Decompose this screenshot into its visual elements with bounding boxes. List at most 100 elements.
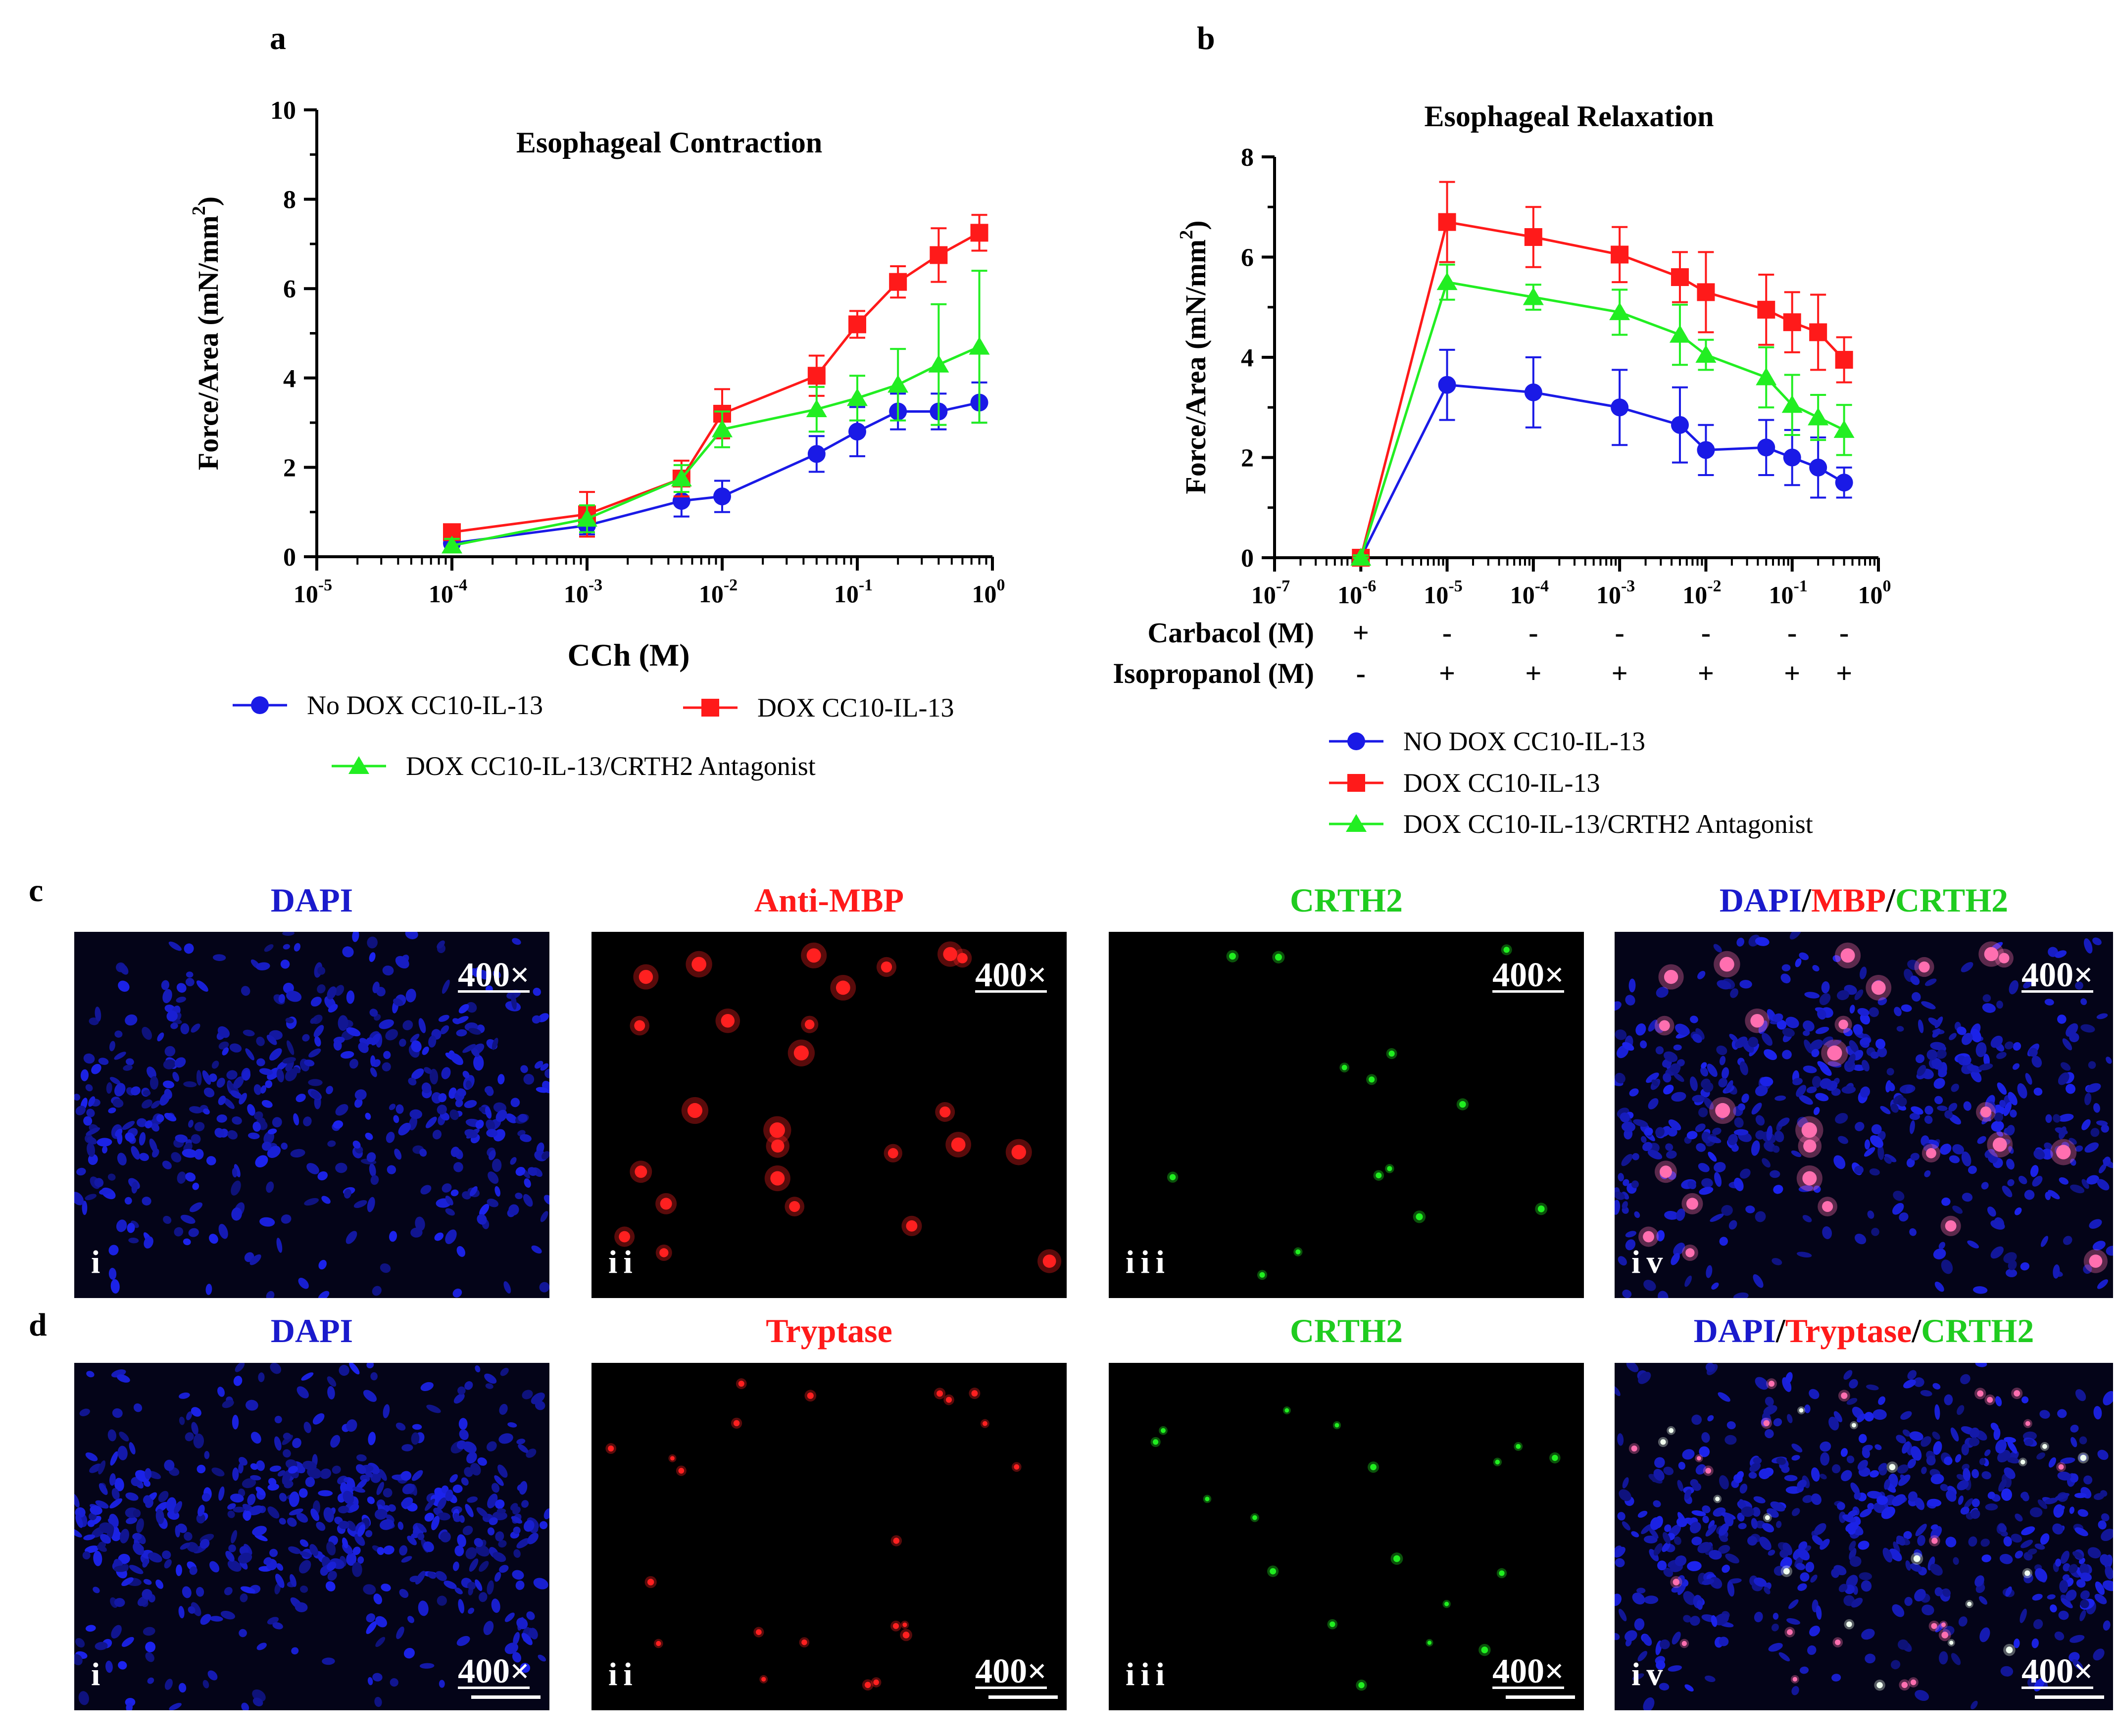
nucleus: [1765, 1397, 1774, 1406]
nucleus: [1718, 1392, 1730, 1402]
b-data-point: [1835, 474, 1853, 492]
nucleus: [234, 1164, 241, 1177]
nucleus: [247, 1104, 255, 1116]
nucleus: [2008, 1146, 2014, 1154]
nucleus: [1752, 1507, 1761, 1517]
nucleus: [1831, 1674, 1841, 1682]
nucleus: [368, 1432, 376, 1446]
nucleus: [186, 1411, 193, 1420]
nucleus: [83, 1534, 96, 1541]
nucleus: [1871, 1124, 1882, 1135]
nucleus: [111, 1488, 120, 1500]
nucleus: [429, 1068, 439, 1085]
nucleus: [129, 1442, 136, 1455]
nucleus: [1753, 1457, 1762, 1464]
nucleus: [1689, 1076, 1698, 1091]
nucleus: [1870, 1051, 1879, 1059]
nucleus: [1978, 1063, 1993, 1071]
nucleus: [304, 1060, 315, 1066]
nucleus: [1780, 973, 1791, 984]
nucleus: [1747, 1536, 1758, 1546]
nucleus: [2022, 1493, 2029, 1501]
nucleus: [1691, 1414, 1702, 1425]
nucleus: [176, 996, 186, 1003]
nucleus: [1647, 1150, 1663, 1159]
stain-dot: [678, 1468, 685, 1474]
nucleus: [99, 1188, 112, 1195]
a-legend-dox-label: DOX CC10-IL-13: [757, 693, 954, 723]
nucleus: [479, 1592, 488, 1602]
nucleus: [88, 1154, 98, 1165]
nucleus: [1666, 1150, 1677, 1159]
nucleus: [136, 1118, 147, 1127]
nucleus: [438, 1014, 449, 1022]
nucleus: [276, 1068, 284, 1083]
nucleus: [1927, 1556, 1935, 1571]
stain-dot: [1841, 1392, 1848, 1399]
nucleus: [1784, 1475, 1798, 1482]
nucleus: [1778, 1117, 1790, 1127]
b-legend-no-dox-label: NO DOX CC10-IL-13: [1403, 726, 1645, 756]
b-series-line: [1360, 384, 1845, 559]
nucleus: [471, 1047, 480, 1057]
nucleus: [189, 1106, 203, 1113]
nucleus: [1696, 1600, 1703, 1610]
nucleus: [487, 1527, 495, 1536]
nucleus: [2010, 1109, 2017, 1118]
nucleus: [2075, 981, 2083, 990]
nucleus: [379, 1519, 394, 1530]
stain-dot: [1334, 1423, 1339, 1428]
b-data-point: [1809, 458, 1827, 477]
nucleus: [2093, 1493, 2105, 1500]
nucleus: [402, 1483, 415, 1495]
nucleus: [1831, 1464, 1841, 1474]
nucleus: [303, 1421, 311, 1433]
stain-dot: [1949, 1640, 1954, 1645]
nucleus: [477, 1457, 487, 1466]
stain-dot: [1459, 1101, 1466, 1108]
nucleus: [1660, 1639, 1670, 1649]
nucleus: [346, 1419, 357, 1432]
nucleus: [2019, 1608, 2027, 1623]
nucleus: [124, 1197, 132, 1205]
nucleus: [503, 1281, 511, 1294]
nucleus: [185, 978, 195, 986]
stain-dot: [807, 1392, 814, 1399]
nucleus: [1622, 1289, 1632, 1298]
nucleus: [1859, 1572, 1872, 1581]
nucleus: [75, 1638, 85, 1648]
nucleus: [82, 1201, 88, 1215]
nucleus: [543, 1508, 549, 1520]
nucleus: [367, 1677, 373, 1686]
a-legend-no-dox-marker: [251, 696, 269, 714]
nucleus: [285, 1017, 294, 1023]
nucleus: [422, 1046, 429, 1055]
nucleus: [479, 1204, 490, 1216]
nucleus: [218, 1096, 226, 1106]
nucleus: [432, 1129, 442, 1140]
nucleus: [1653, 1469, 1665, 1481]
nucleus: [366, 1152, 376, 1162]
nucleus: [437, 1512, 451, 1521]
nucleus: [2101, 1513, 2110, 1522]
nucleus: [1799, 952, 1809, 961]
carbacol-mark: -: [1787, 617, 1797, 649]
b-y-tick-label: 8: [1241, 144, 1254, 172]
nucleus: [2072, 1659, 2083, 1670]
nucleus: [105, 1660, 113, 1673]
nucleus: [523, 1520, 535, 1532]
nucleus: [1675, 1023, 1690, 1036]
b-data-point: [1609, 302, 1630, 320]
nucleus: [1682, 1449, 1695, 1460]
stain-dot: [804, 1019, 815, 1029]
nucleus: [274, 1415, 282, 1424]
nucleus: [256, 1058, 265, 1066]
nucleus: [1850, 1556, 1862, 1567]
nucleus: [1733, 1292, 1749, 1298]
nucleus: [1739, 980, 1752, 989]
nucleus: [1768, 1642, 1783, 1652]
nucleus: [1755, 1115, 1765, 1126]
nucleus: [524, 1178, 531, 1188]
stain-dot: [1358, 1682, 1365, 1688]
nucleus: [541, 1151, 549, 1160]
